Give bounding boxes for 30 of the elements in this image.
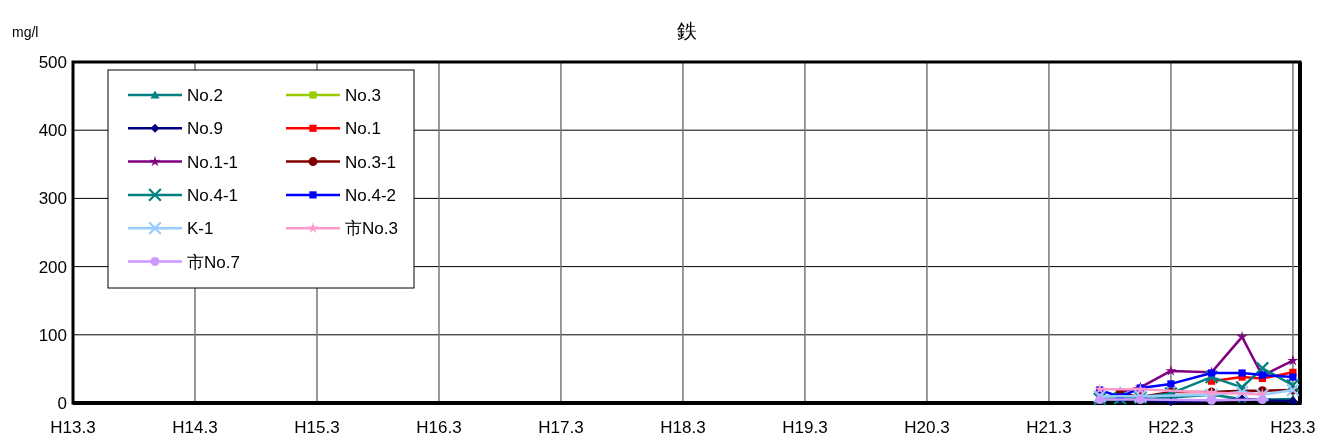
- legend-label: 市No.3: [345, 219, 398, 239]
- y-tick-label: 0: [57, 394, 67, 413]
- x-tick-label: H17.3: [538, 418, 584, 437]
- legend-label: 市No.7: [187, 252, 240, 272]
- x-tick-label: H18.3: [660, 418, 706, 437]
- legend-label: No.3: [345, 86, 381, 105]
- y-axis-title: mg/l: [12, 24, 39, 40]
- x-tick-label: H19.3: [782, 418, 828, 437]
- legend-label: K-1: [187, 219, 214, 239]
- legend-label: No.1-1: [187, 152, 239, 172]
- y-tick-label: 200: [38, 257, 67, 277]
- legend-label: No.3-1: [345, 152, 397, 172]
- x-tick-label: H16.3: [416, 418, 462, 437]
- y-tick-label: 300: [38, 189, 67, 209]
- x-tick-label: H22.3: [1148, 418, 1194, 437]
- legend-label: No.9: [187, 119, 223, 139]
- y-tick-label: 500: [38, 53, 67, 72]
- legend-label: No.1: [345, 119, 381, 139]
- chart-title: 鉄: [676, 20, 697, 42]
- y-tick-label: 400: [38, 121, 67, 141]
- legend-label: No.2: [187, 86, 223, 105]
- y-tick-label: 100: [38, 325, 67, 345]
- x-tick-label: H23.3: [1270, 418, 1316, 437]
- x-tick-label: H20.3: [904, 418, 950, 437]
- x-tick-label: H21.3: [1026, 418, 1072, 437]
- x-tick-label: H15.3: [294, 418, 340, 437]
- legend-label: No.4-2: [345, 185, 397, 205]
- x-tick-label: H13.3: [50, 418, 96, 437]
- x-tick-label: H14.3: [172, 418, 218, 437]
- legend-label: No.4-1: [187, 185, 239, 205]
